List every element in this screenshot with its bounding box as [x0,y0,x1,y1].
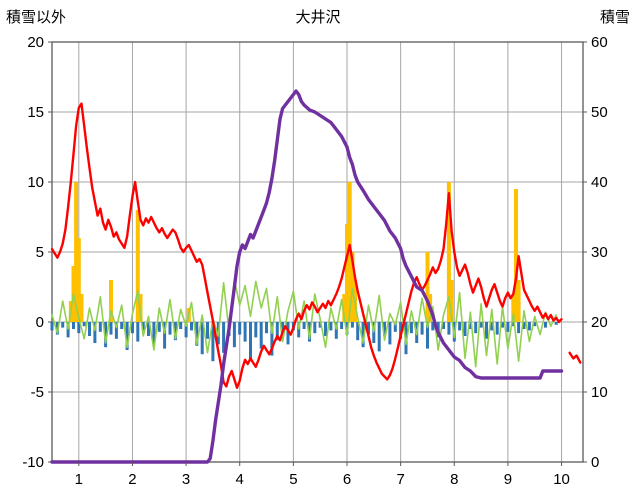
left-axis-tick: 20 [27,34,44,51]
left-axis-title: 積雪以外 [6,9,67,26]
x-axis-tick: 10 [553,471,570,488]
right-axis-title: 積雪 [599,9,630,26]
right-axis-tick: 50 [591,104,608,121]
x-axis-tick: 9 [504,471,512,488]
left-axis-tick: 10 [27,174,44,191]
x-axis-tick: 3 [182,471,190,488]
left-axis-tick: -10 [22,454,44,471]
right-axis-tick: 20 [591,314,608,331]
right-axis-tick: 60 [591,34,608,51]
left-axis-tick: 15 [27,104,44,121]
right-axis-tick: 10 [591,384,608,401]
x-axis-tick: 1 [75,471,83,488]
series-snow_depth_purple [50,89,564,464]
right-axis-tick: 0 [591,454,599,471]
series-precipitation_orange [68,182,521,322]
x-axis-tick: 7 [396,471,404,488]
left-axis-tick: -5 [31,384,44,401]
x-axis-tick: 2 [128,471,136,488]
series-temperature_red [50,102,582,389]
right-axis-tick: 30 [591,244,608,261]
x-axis-tick: 8 [450,471,458,488]
right-axis-tick: 40 [591,174,608,191]
x-axis-tick: 5 [289,471,297,488]
left-axis-tick: 5 [36,244,44,261]
chart-title: 大井沢 [295,9,341,26]
series-fluctuation_green [51,279,557,368]
left-axis-tick: 0 [36,314,44,331]
x-axis-tick: 4 [236,471,244,488]
x-axis-tick: 6 [343,471,351,488]
